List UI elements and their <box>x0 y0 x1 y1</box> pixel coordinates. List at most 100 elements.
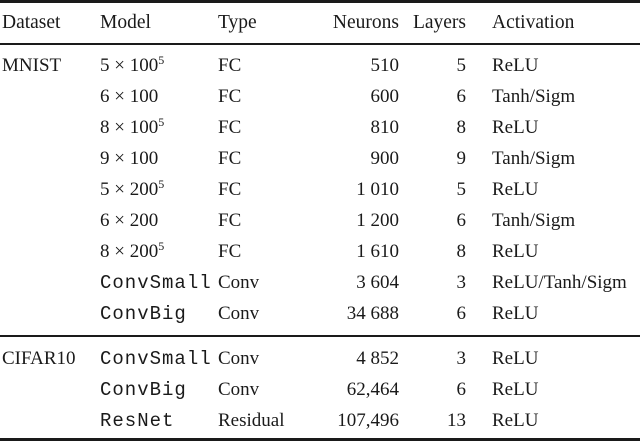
neurons-cell: 600 <box>370 85 400 107</box>
type-cell: Conv <box>218 347 260 369</box>
neurons-cell: 34 688 <box>346 302 399 324</box>
neurons-cell: 1 610 <box>356 240 399 262</box>
model-name: 8 × 100 <box>100 116 159 138</box>
dataset-cell: CIFAR10 <box>2 347 76 369</box>
header-neurons: Neurons <box>332 12 399 33</box>
layers-cell: 6 <box>456 378 467 400</box>
layers-cell: 3 <box>456 347 467 369</box>
type-cell: Conv <box>218 271 260 293</box>
model-cell: 6 × 100 <box>100 86 218 108</box>
model-superscript: 5 <box>158 114 165 129</box>
model-cell: ConvSmall <box>100 272 218 294</box>
header-model: Model <box>100 12 151 33</box>
table-row: 5 × 2005 FC 1 010 5 ReLU <box>0 174 640 205</box>
bottom-rule <box>0 438 640 441</box>
type-cell: Conv <box>218 302 260 324</box>
activation-cell: Tanh/Sigm <box>492 209 576 231</box>
model-name: 6 × 100 <box>100 85 159 107</box>
neurons-cell: 810 <box>370 116 400 138</box>
table-row: ConvBig Conv 62,464 6 ReLU <box>0 374 640 405</box>
model-name: ConvSmall <box>100 271 212 294</box>
layers-cell: 5 <box>456 178 467 200</box>
activation-cell: ReLU <box>492 116 539 138</box>
layers-cell: 6 <box>456 85 467 107</box>
model-superscript: 5 <box>158 176 165 191</box>
neurons-cell: 107,496 <box>337 409 399 431</box>
table-row: ConvSmall Conv 3 604 3 ReLU/Tanh/Sigm <box>0 267 640 298</box>
header-dataset: Dataset <box>2 12 61 33</box>
table-row: 6 × 200 FC 1 200 6 Tanh/Sigm <box>0 205 640 236</box>
layers-cell: 9 <box>456 147 467 169</box>
table-row: CIFAR10 ConvSmall Conv 4 852 3 ReLU <box>0 343 640 374</box>
type-cell: FC <box>218 147 242 169</box>
neurons-cell: 510 <box>370 54 400 76</box>
model-name: 9 × 100 <box>100 147 159 169</box>
top-rule <box>0 0 640 3</box>
table-row: MNIST 5 × 1005 FC 510 5 ReLU <box>0 50 640 81</box>
layers-cell: 13 <box>447 409 466 431</box>
activation-cell: ReLU <box>492 240 539 262</box>
neurons-cell: 900 <box>370 147 400 169</box>
activation-cell: Tanh/Sigm <box>492 85 576 107</box>
table-row: 8 × 2005 FC 1 610 8 ReLU <box>0 236 640 267</box>
neurons-cell: 3 604 <box>356 271 399 293</box>
model-superscript: 5 <box>158 52 165 67</box>
model-cell: 8 × 2005 <box>100 238 218 263</box>
type-cell: Conv <box>218 378 260 400</box>
activation-cell: ReLU <box>492 54 539 76</box>
table-row: 9 × 100 FC 900 9 Tanh/Sigm <box>0 143 640 174</box>
layers-cell: 8 <box>456 240 467 262</box>
neurons-cell: 1 200 <box>356 209 399 231</box>
model-cell: 9 × 100 <box>100 148 218 170</box>
table-row: ResNet Residual 107,496 13 ReLU <box>0 405 640 436</box>
activation-cell: ReLU/Tanh/Sigm <box>492 271 627 293</box>
model-name: ResNet <box>100 409 175 432</box>
type-cell: FC <box>218 116 242 138</box>
type-cell: FC <box>218 240 242 262</box>
layers-cell: 6 <box>456 209 467 231</box>
type-cell: FC <box>218 178 242 200</box>
model-cell: 6 × 200 <box>100 210 218 232</box>
model-name: 5 × 100 <box>100 54 159 76</box>
type-cell: FC <box>218 209 242 231</box>
model-cell: 5 × 1005 <box>100 52 218 77</box>
model-name: ConvBig <box>100 302 187 325</box>
model-name: ConvBig <box>100 378 187 401</box>
header-type: Type <box>218 12 257 33</box>
header-rule <box>0 43 640 45</box>
neurons-cell: 4 852 <box>356 347 399 369</box>
activation-cell: ReLU <box>492 409 539 431</box>
header-layers: Layers <box>412 12 466 33</box>
activation-cell: Tanh/Sigm <box>492 147 576 169</box>
model-cell: 5 × 2005 <box>100 176 218 201</box>
layers-cell: 8 <box>456 116 467 138</box>
neurons-cell: 1 010 <box>356 178 399 200</box>
model-name: 6 × 200 <box>100 209 159 231</box>
activation-cell: ReLU <box>492 378 539 400</box>
model-cell: 8 × 1005 <box>100 114 218 139</box>
table-row: 8 × 1005 FC 810 8 ReLU <box>0 112 640 143</box>
model-cell: ConvSmall <box>100 348 218 370</box>
activation-cell: ReLU <box>492 347 539 369</box>
type-cell: FC <box>218 85 242 107</box>
table-row: ConvBig Conv 34 688 6 ReLU <box>0 298 640 329</box>
layers-cell: 3 <box>456 271 467 293</box>
table-header-row: Dataset Model Type Neurons Layers Activa… <box>0 3 640 43</box>
neurons-cell: 62,464 <box>346 378 399 400</box>
model-name: 5 × 200 <box>100 178 159 200</box>
model-cell: ResNet <box>100 410 218 432</box>
table-row: 6 × 100 FC 600 6 Tanh/Sigm <box>0 81 640 112</box>
layers-cell: 6 <box>456 302 467 324</box>
model-cell: ConvBig <box>100 379 218 401</box>
dataset-cell: MNIST <box>2 54 62 76</box>
layers-cell: 5 <box>456 54 467 76</box>
model-name: 8 × 200 <box>100 240 159 262</box>
model-name: ConvSmall <box>100 347 212 370</box>
activation-cell: ReLU <box>492 302 539 324</box>
header-activation: Activation <box>492 12 575 33</box>
model-superscript: 5 <box>158 238 165 253</box>
type-cell: Residual <box>218 409 285 431</box>
type-cell: FC <box>218 54 242 76</box>
model-cell: ConvBig <box>100 303 218 325</box>
